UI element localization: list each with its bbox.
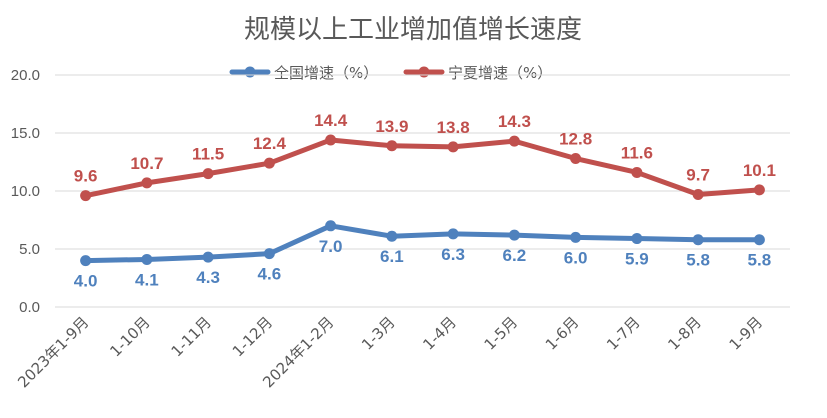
data-point xyxy=(508,135,520,147)
data-label: 13.9 xyxy=(375,117,408,136)
data-label: 13.8 xyxy=(437,118,470,137)
data-point xyxy=(80,255,92,267)
data-label: 4.3 xyxy=(196,268,220,287)
data-point xyxy=(753,234,765,246)
data-labels: 4.0 4.1 4.3 4.6 7.0 6.1 6.3 6.2 6.0 5.9 5.8 5.8 9.6 1… xyxy=(74,111,776,291)
data-point xyxy=(570,231,582,243)
x-tick-label: 1-7月 xyxy=(603,313,644,354)
y-tick-label: 0.0 xyxy=(19,299,40,316)
data-label: 4.0 xyxy=(74,272,98,291)
data-label: 5.8 xyxy=(748,251,772,270)
x-tick-label: 1-12月 xyxy=(229,313,276,360)
data-label: 4.6 xyxy=(258,265,282,284)
series-line xyxy=(83,223,762,264)
data-label: 6.2 xyxy=(503,246,527,265)
x-tick-label: 1-3月 xyxy=(358,313,399,354)
data-point xyxy=(447,141,459,153)
data-label: 10.7 xyxy=(130,154,163,173)
y-tick-label: 20.0 xyxy=(11,67,40,84)
data-point xyxy=(753,184,765,196)
y-tick-label: 15.0 xyxy=(11,125,40,142)
legend-label: 全国增速（%） xyxy=(274,64,378,82)
x-tick-label: 1-5月 xyxy=(481,313,522,354)
data-point xyxy=(386,140,398,152)
legend: 全国增速（%） 宁夏增速（%） xyxy=(229,64,552,82)
x-tick-label: 1-11月 xyxy=(168,313,215,360)
data-point xyxy=(692,234,704,246)
data-label: 7.0 xyxy=(319,237,343,256)
data-point xyxy=(263,248,275,260)
legend-marker xyxy=(244,66,256,78)
x-tick-label: 1-6月 xyxy=(542,313,583,354)
x-tick-label: 2023年1-9月 xyxy=(14,313,92,391)
data-point xyxy=(325,220,337,232)
y-tick-label: 5.0 xyxy=(19,241,40,258)
data-point xyxy=(202,168,214,180)
data-point xyxy=(508,229,520,241)
data-label: 5.8 xyxy=(686,251,710,270)
data-point xyxy=(631,166,643,178)
data-point xyxy=(386,230,398,242)
data-label: 12.8 xyxy=(559,130,592,149)
x-tick-label: 1-9月 xyxy=(726,313,767,354)
series-layer xyxy=(80,134,765,267)
y-axis: 0.0 5.0 10.0 15.0 20.0 xyxy=(11,67,40,316)
gridlines xyxy=(55,74,790,308)
data-label: 10.1 xyxy=(743,161,776,180)
x-tick-label: 1-4月 xyxy=(419,313,460,354)
data-point xyxy=(80,190,92,202)
data-label: 6.1 xyxy=(380,247,404,266)
chart-title: 规模以上工业增加值增长速度 xyxy=(244,15,582,45)
data-point xyxy=(570,153,582,165)
series-line xyxy=(83,137,762,199)
x-tick-label: 1-10月 xyxy=(106,313,153,360)
data-label: 6.0 xyxy=(564,248,588,267)
data-point xyxy=(141,177,153,189)
data-label: 9.7 xyxy=(686,165,710,184)
data-point xyxy=(202,251,214,263)
x-tick-label: 1-8月 xyxy=(664,313,705,354)
data-point xyxy=(263,157,275,169)
data-label: 12.4 xyxy=(253,134,287,153)
data-label: 5.9 xyxy=(625,250,649,269)
legend-label: 宁夏增速（%） xyxy=(448,64,552,82)
data-point xyxy=(631,233,643,245)
data-label: 14.4 xyxy=(314,111,348,130)
legend-marker xyxy=(418,66,430,78)
data-label: 4.1 xyxy=(135,270,159,289)
data-point xyxy=(692,188,704,200)
data-label: 14.3 xyxy=(498,112,531,131)
data-label: 11.6 xyxy=(621,143,653,162)
data-point xyxy=(447,228,459,240)
y-tick-label: 10.0 xyxy=(11,183,40,200)
data-label: 6.3 xyxy=(441,245,465,264)
data-point xyxy=(325,134,337,146)
data-label: 11.5 xyxy=(192,145,224,164)
data-point xyxy=(141,253,153,265)
data-label: 9.6 xyxy=(74,167,98,186)
